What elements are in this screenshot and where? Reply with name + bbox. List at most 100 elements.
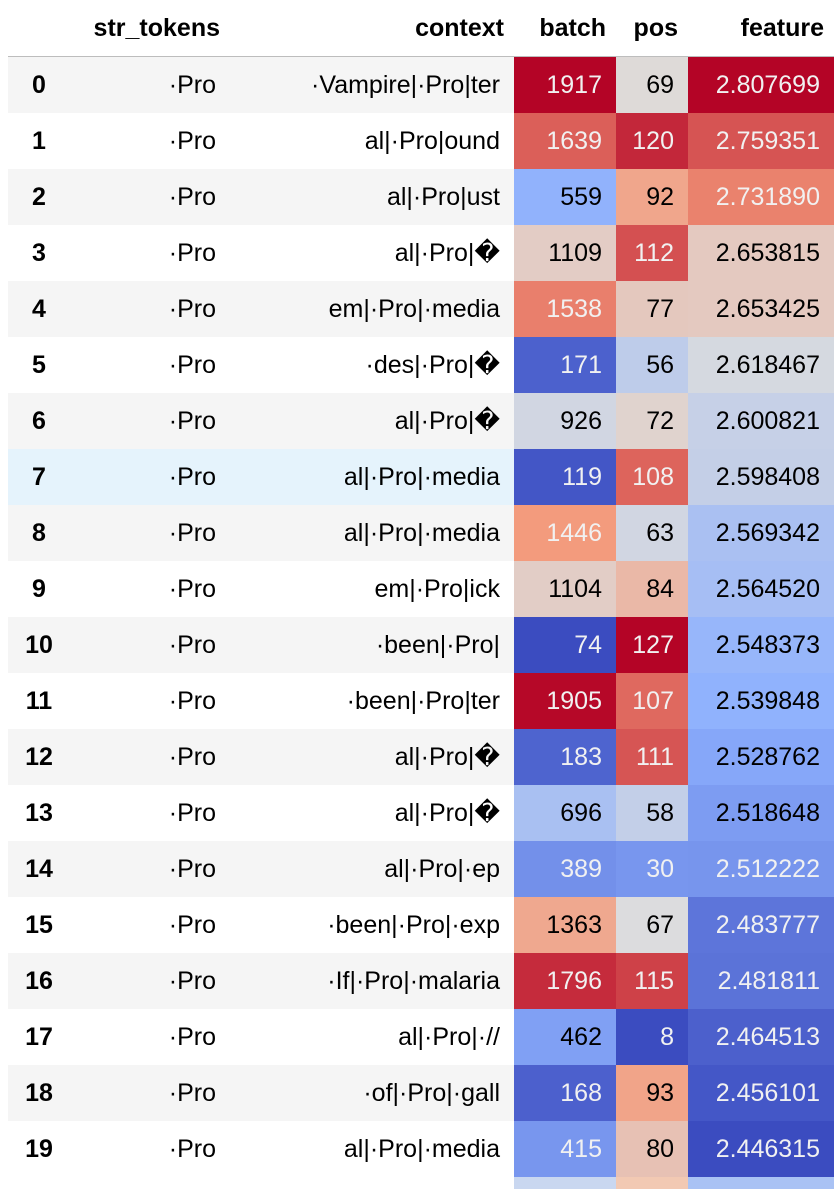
feature-cell: 2.598408 [688,449,834,505]
table-row: 14 ·Pro al|·Pro|·ep 389 30 2.512222 [8,841,834,897]
feature-cell: 2.564520 [688,561,834,617]
row-index: 6 [8,393,70,449]
row-index: 16 [8,953,70,1009]
row-index: 18 [8,1065,70,1121]
batch-cell: 926 [514,393,616,449]
feature-cell: 2.483777 [688,897,834,953]
table-row: 10 ·Pro ·been|·Pro| 74 127 2.548373 [8,617,834,673]
batch-cell: 1639 [514,113,616,169]
context-cell: al|·Pro|� [230,393,514,449]
str-tokens-cell: ·Pro [70,841,230,897]
context-cell: al|·Pro|ust [230,169,514,225]
row-index: 11 [8,673,70,729]
batch-cell: 1917 [514,56,616,113]
str-tokens-cell: ·Pro [70,561,230,617]
pos-cell: 93 [616,1065,688,1121]
next-row-strip [8,1177,834,1189]
feature-cell: 2.548373 [688,617,834,673]
pos-cell: 77 [616,281,688,337]
feature-cell: 2.512222 [688,841,834,897]
table-row: 16 ·Pro ·If|·Pro|·malaria 1796 115 2.481811 [8,953,834,1009]
pos-cell: 84 [616,561,688,617]
batch-cell: 415 [514,1121,616,1177]
row-index: 5 [8,337,70,393]
str-tokens-cell: ·Pro [70,56,230,113]
table-row: 9 ·Pro em|·Pro|ick 1104 84 2.564520 [8,561,834,617]
row-index: 2 [8,169,70,225]
pos-cell: 112 [616,225,688,281]
batch-cell: 1796 [514,953,616,1009]
str-tokens-cell: ·Pro [70,785,230,841]
row-index: 19 [8,1121,70,1177]
context-cell: al|·Pro|·media [230,1121,514,1177]
context-cell: ·des|·Pro|� [230,337,514,393]
context-cell: al|·Pro|·ep [230,841,514,897]
table-row: 2 ·Pro al|·Pro|ust 559 92 2.731890 [8,169,834,225]
pos-cell: 8 [616,1009,688,1065]
feature-cell: 2.518648 [688,785,834,841]
context-cell: al|·Pro|·media [230,505,514,561]
feature-cell: 2.528762 [688,729,834,785]
pos-cell: 56 [616,337,688,393]
table-row: 13 ·Pro al|·Pro|� 696 58 2.518648 [8,785,834,841]
batch-cell: 389 [514,841,616,897]
row-index: 0 [8,56,70,113]
batch-cell: 696 [514,785,616,841]
feature-cell: 2.481811 [688,953,834,1009]
str-tokens-cell: ·Pro [70,1065,230,1121]
context-cell: ·been|·Pro|ter [230,673,514,729]
pos-cell: 108 [616,449,688,505]
feature-cell: 2.653815 [688,225,834,281]
pos-cell: 80 [616,1121,688,1177]
str-tokens-cell: ·Pro [70,113,230,169]
batch-cell: 1446 [514,505,616,561]
table-row: 1 ·Pro al|·Pro|ound 1639 120 2.759351 [8,113,834,169]
batch-cell: 183 [514,729,616,785]
context-cell: ·been|·Pro|·exp [230,897,514,953]
feature-cell: 2.653425 [688,281,834,337]
pos-cell: 67 [616,897,688,953]
pos-cell: 127 [616,617,688,673]
str-tokens-cell: ·Pro [70,953,230,1009]
table-row: 11 ·Pro ·been|·Pro|ter 1905 107 2.539848 [8,673,834,729]
str-tokens-cell: ·Pro [70,225,230,281]
table-row: 6 ·Pro al|·Pro|� 926 72 2.600821 [8,393,834,449]
context-cell: em|·Pro|·media [230,281,514,337]
pos-cell: 111 [616,729,688,785]
table-row: 15 ·Pro ·been|·Pro|·exp 1363 67 2.483777 [8,897,834,953]
feature-cell: 2.464513 [688,1009,834,1065]
batch-header: batch [514,0,616,57]
table-row: 5 ·Pro ·des|·Pro|� 171 56 2.618467 [8,337,834,393]
context-cell: al|·Pro|� [230,785,514,841]
table-row: 4 ·Pro em|·Pro|·media 1538 77 2.653425 [8,281,834,337]
batch-cell: 559 [514,169,616,225]
feature-cell: 2.731890 [688,169,834,225]
str-tokens-cell: ·Pro [70,169,230,225]
batch-cell: 1363 [514,897,616,953]
pos-cell: 92 [616,169,688,225]
context-cell: ·of|·Pro|·gall [230,1065,514,1121]
batch-cell: 171 [514,337,616,393]
context-cell: ·Vampire|·Pro|ter [230,56,514,113]
row-index: 17 [8,1009,70,1065]
pos-cell: 30 [616,841,688,897]
str-tokens-header: str_tokens [70,0,230,57]
str-tokens-cell: ·Pro [70,1009,230,1065]
feature-cell: 2.539848 [688,673,834,729]
str-tokens-cell: ·Pro [70,897,230,953]
feature-cell: 2.569342 [688,505,834,561]
pos-header: pos [616,0,688,57]
str-tokens-cell: ·Pro [70,337,230,393]
pos-cell: 120 [616,113,688,169]
table-row: 18 ·Pro ·of|·Pro|·gall 168 93 2.456101 [8,1065,834,1121]
batch-cell: 1109 [514,225,616,281]
feature-activation-table: str_tokens context batch pos feature 0 ·P… [8,0,834,1189]
feature-header: feature [688,0,834,57]
feature-cell: 2.618467 [688,337,834,393]
row-index: 12 [8,729,70,785]
batch-cell: 462 [514,1009,616,1065]
row-index: 14 [8,841,70,897]
pos-cell: 107 [616,673,688,729]
feature-cell: 2.600821 [688,393,834,449]
feature-cell: 2.807699 [688,56,834,113]
